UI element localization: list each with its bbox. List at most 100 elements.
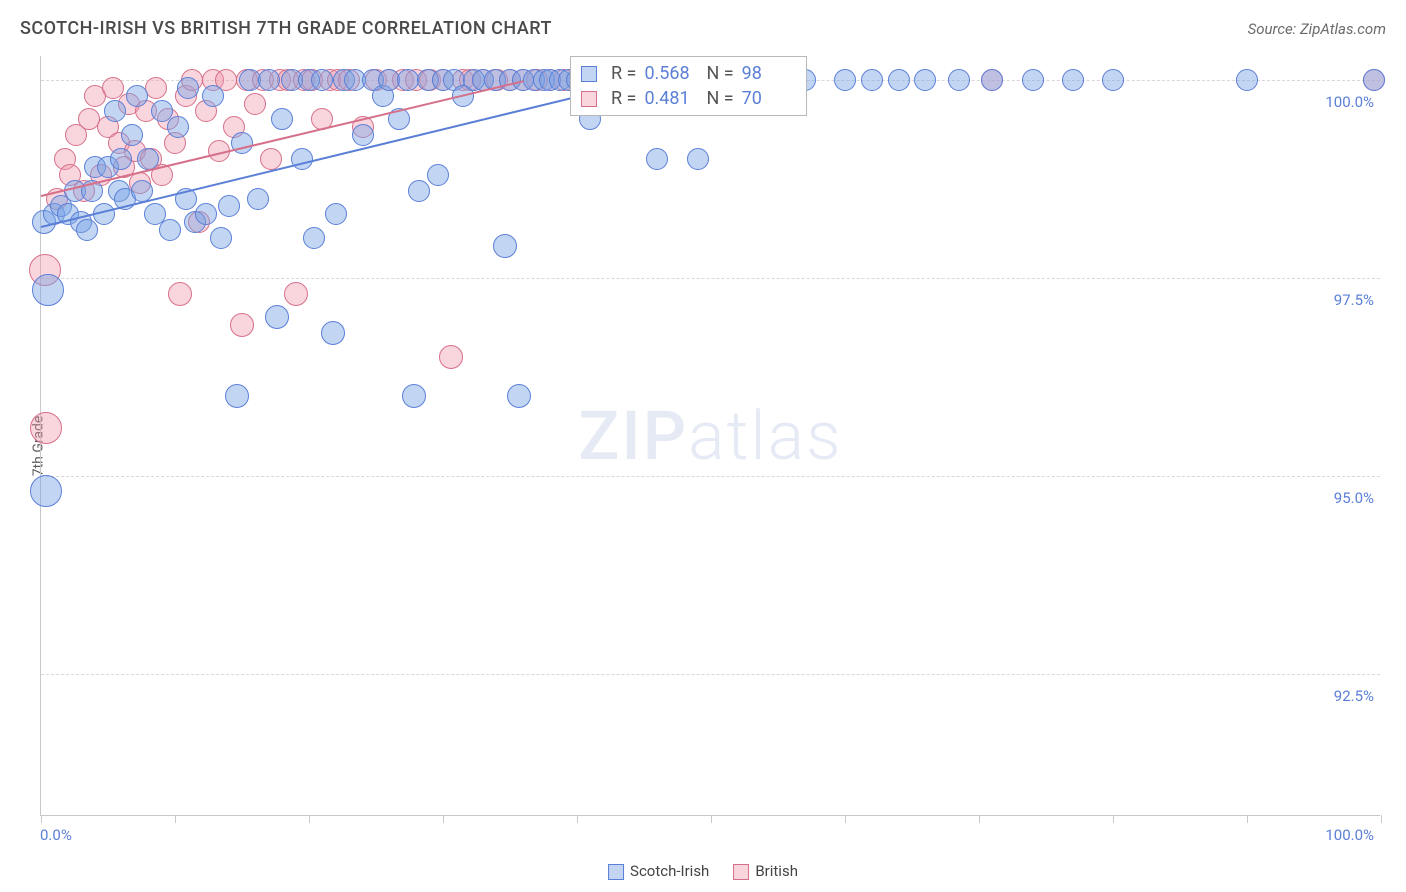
point-british — [260, 148, 282, 170]
point-scotch-irish — [265, 305, 289, 329]
x-tick — [443, 815, 444, 823]
point-british — [195, 100, 217, 122]
point-scotch-irish — [427, 164, 449, 186]
legend-label: Scotch-Irish — [630, 862, 709, 880]
x-tick — [175, 815, 176, 823]
stats-box: R = 0.568 N = 98 R = 0.481 N = 70 — [570, 56, 807, 116]
point-scotch-irish — [646, 148, 668, 170]
point-scotch-irish — [507, 384, 531, 408]
point-scotch-irish — [291, 148, 313, 170]
point-scotch-irish — [97, 156, 119, 178]
stat-n-value: 98 — [742, 63, 796, 84]
y-tick-label: 92.5% — [1334, 687, 1374, 705]
x-tick — [1247, 815, 1248, 823]
point-scotch-irish — [108, 180, 130, 202]
legend-item: Scotch-Irish — [608, 862, 709, 880]
point-scotch-irish — [218, 195, 240, 217]
point-british — [244, 93, 266, 115]
source-label: Source: ZipAtlas.com — [1248, 20, 1386, 38]
point-scotch-irish — [126, 85, 148, 107]
point-scotch-irish — [184, 211, 206, 233]
x-tick — [979, 815, 980, 823]
point-british — [188, 211, 210, 233]
watermark-atlas: atlas — [688, 396, 843, 476]
stat-r-label: R = — [611, 88, 636, 109]
chart-title: SCOTCH-IRISH VS BRITISH 7TH GRADE CORREL… — [20, 18, 552, 39]
point-scotch-irish — [151, 100, 173, 122]
plot-area: ZIPatlas 100.0% 97.5% 95.0% 92.5% — [40, 56, 1380, 816]
legend-swatch — [581, 66, 597, 82]
stat-r-label: R = — [611, 63, 636, 84]
stat-r-value: 0.481 — [644, 88, 698, 109]
point-british — [157, 108, 179, 130]
point-british — [118, 93, 140, 115]
y-tick-label: 95.0% — [1334, 489, 1374, 507]
point-british — [78, 108, 100, 130]
point-british — [230, 313, 254, 337]
point-british — [97, 116, 119, 138]
point-british — [65, 124, 87, 146]
gridline — [41, 674, 1380, 675]
stats-row: R = 0.481 N = 70 — [571, 86, 806, 111]
point-scotch-irish — [167, 116, 189, 138]
point-scotch-irish — [210, 227, 232, 249]
point-british — [164, 132, 186, 154]
x-tick — [711, 815, 712, 823]
legend-item: British — [733, 862, 798, 880]
point-scotch-irish — [325, 203, 347, 225]
gridline — [41, 476, 1380, 477]
point-scotch-irish — [303, 227, 325, 249]
point-scotch-irish — [493, 234, 517, 258]
point-scotch-irish — [271, 108, 293, 130]
x-axis-max: 100.0% — [1325, 826, 1374, 844]
point-british — [284, 282, 308, 306]
point-scotch-irish — [202, 85, 224, 107]
x-tick — [845, 815, 846, 823]
trendline — [41, 80, 644, 228]
stat-n-label: N = — [706, 63, 733, 84]
trendline — [41, 80, 524, 197]
stat-r-value: 0.568 — [644, 63, 698, 84]
point-british — [124, 140, 146, 162]
point-scotch-irish — [225, 384, 249, 408]
point-scotch-irish — [408, 180, 430, 202]
point-scotch-irish — [110, 148, 132, 170]
point-british — [168, 282, 192, 306]
point-scotch-irish — [121, 124, 143, 146]
point-scotch-irish — [50, 195, 72, 217]
point-british — [175, 85, 197, 107]
watermark-zip: ZIP — [578, 396, 688, 476]
point-british — [108, 132, 130, 154]
point-scotch-irish — [104, 100, 126, 122]
stats-row: R = 0.568 N = 98 — [571, 61, 806, 86]
watermark: ZIPatlas — [578, 396, 842, 476]
y-tick-label: 100.0% — [1325, 93, 1374, 111]
legend-swatch — [608, 864, 624, 880]
point-scotch-irish — [195, 203, 217, 225]
gridline — [41, 278, 1380, 279]
x-tick — [41, 815, 42, 823]
point-scotch-irish — [76, 219, 98, 241]
point-scotch-irish — [144, 203, 166, 225]
stat-n-label: N = — [706, 88, 733, 109]
point-scotch-irish — [352, 124, 374, 146]
y-tick-label: 97.5% — [1334, 291, 1374, 309]
stat-n-value: 70 — [742, 88, 796, 109]
legend-label: British — [755, 862, 798, 880]
legend: Scotch-Irish British — [608, 862, 798, 880]
point-british — [84, 85, 106, 107]
point-scotch-irish — [247, 188, 269, 210]
point-scotch-irish — [131, 180, 153, 202]
legend-swatch — [733, 864, 749, 880]
point-british — [223, 116, 245, 138]
point-british — [54, 148, 76, 170]
point-british — [59, 164, 81, 186]
point-british — [135, 100, 157, 122]
point-british — [439, 345, 463, 369]
point-scotch-irish — [372, 85, 394, 107]
x-tick — [1381, 815, 1382, 823]
point-scotch-irish — [159, 219, 181, 241]
point-scotch-irish — [84, 156, 106, 178]
point-british — [29, 254, 61, 286]
x-tick — [577, 815, 578, 823]
